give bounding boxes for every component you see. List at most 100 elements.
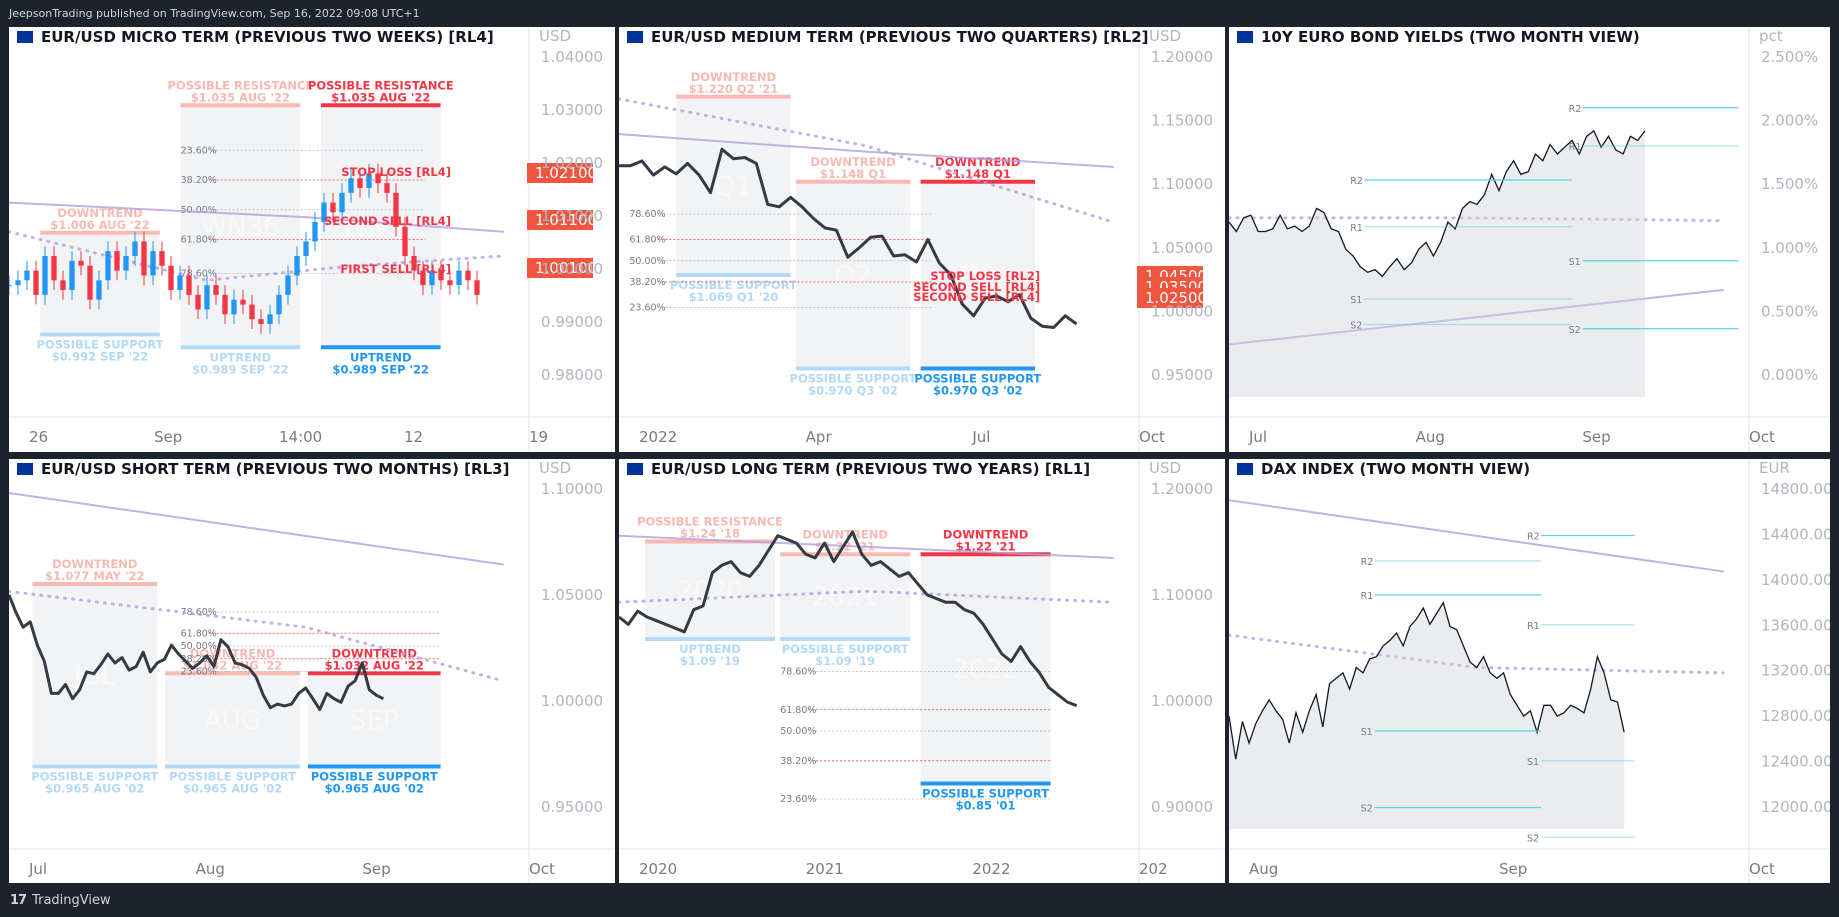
fib-level-label: 78.60% (629, 209, 665, 220)
price-tag-value: 1.02100 (535, 164, 597, 182)
pivot-label: S1 (1361, 727, 1373, 738)
zone-bottom-label: POSSIBLE SUPPORT (169, 770, 296, 784)
support-line (321, 345, 441, 350)
fib-level-label: 23.60% (181, 667, 217, 678)
candle-body (366, 173, 372, 188)
y-axis-tick: 0.90000 (1151, 798, 1213, 816)
eu-flag-icon (17, 31, 33, 43)
y-axis-tick: 14800.00 (1761, 480, 1830, 498)
resistance-line (795, 179, 911, 184)
zone-watermark: Q2 (834, 261, 871, 291)
zone-top-value: $1.006 AUG '22 (50, 218, 149, 232)
x-axis-tick: Aug (1416, 428, 1445, 446)
y-axis-tick: 0.95000 (541, 798, 603, 816)
zone-bottom-label: POSSIBLE SUPPORT (914, 372, 1041, 386)
pivot-label: S2 (1350, 321, 1362, 332)
fib-level-label: 38.20% (181, 654, 217, 665)
x-axis-tick: Sep (154, 428, 182, 446)
zone-bottom-value: $1.09 '19 (680, 654, 740, 668)
candle-body (132, 241, 138, 256)
zone-bottom-value: $0.85 '01 (956, 799, 1016, 813)
candle-body (330, 202, 336, 213)
candle-body (438, 270, 444, 281)
zone-bottom-value: $0.970 Q3 '02 (933, 384, 1023, 398)
y-axis-tick: 1.10000 (1151, 175, 1213, 193)
candle-body (60, 280, 66, 290)
zone-bottom-value: $0.970 Q3 '02 (808, 384, 898, 398)
tradingview-logo-icon[interactable]: 17 (10, 892, 27, 908)
price-line (1229, 601, 1625, 760)
zone-bottom-label: UPTREND (210, 350, 272, 364)
zone-top-label: DOWNTREND (190, 646, 275, 660)
area-fill (1229, 602, 1625, 829)
resistance-line (920, 552, 1051, 557)
zone-bottom-label: POSSIBLE SUPPORT (311, 770, 438, 784)
price-line (1229, 129, 1646, 278)
candle-body (429, 270, 435, 286)
zone-bottom-value: $0.965 AUG '02 (183, 782, 282, 796)
y-axis-unit: EUR (1759, 459, 1790, 477)
y-axis-tick: 0.95000 (1151, 366, 1213, 384)
candle-body (141, 241, 147, 276)
price-tag-box (527, 258, 593, 278)
chart-panel-bond[interactable]: R2 R1 R2 R1 S1 S1 S2 S2 2.500% 2.000% 1.500% 1.000%… (1229, 27, 1830, 452)
y-axis-tick: 1.03000 (541, 101, 603, 119)
zone-bottom-label: UPTREND (679, 642, 741, 656)
candle-body (186, 275, 192, 295)
y-axis-tick: 0.000% (1761, 366, 1818, 384)
chart-panel-dax[interactable]: R2 R2 R1 R1 S1 S1 S2 S2 14800.00 14400.00 14000.00… (1229, 459, 1830, 883)
y-axis-tick: 1.00000 (1151, 302, 1213, 320)
order-marker-label: STOP LOSS [RL2] (930, 269, 1040, 283)
zone-bottom-value: $1.09 '19 (815, 654, 875, 668)
pivot-label: S1 (1527, 757, 1539, 768)
zone-bottom-value: $1.069 Q1 '20 (689, 290, 779, 304)
footer-brand[interactable]: TradingView (32, 892, 111, 908)
price-line (9, 594, 385, 711)
pivot-label: S2 (1361, 804, 1373, 815)
y-axis-tick: 1.10000 (1151, 586, 1213, 604)
chart-panel-short[interactable]: JUL DOWNTREND $1.077 MAY '22 POSSIBLE SUPPO… (9, 459, 615, 883)
candle-body (249, 304, 255, 320)
candle-body (465, 270, 471, 281)
moving-average-fast (1229, 216, 1725, 223)
zone-bottom-label: POSSIBLE SUPPORT (922, 787, 1049, 801)
moving-average-slow (1229, 289, 1724, 346)
support-line (180, 345, 301, 350)
chart-panel-medium[interactable]: Q1 DOWNTREND $1.220 Q2 '21 POSSIBLE SUPPORT… (619, 27, 1225, 452)
fib-level-label: 38.20% (780, 756, 816, 767)
fib-level-label: 61.80% (629, 235, 665, 246)
zone-top-label: DOWNTREND (935, 155, 1020, 169)
support-line (920, 781, 1051, 786)
panel-title: DAX INDEX (TWO MONTH VIEW) (1261, 460, 1530, 478)
chart-panel-micro[interactable]: DOWNTREND $1.006 AUG '22 POSSIBLE SUPPORT $… (9, 27, 615, 452)
candle-body (294, 256, 300, 276)
candle-body (123, 256, 129, 271)
x-axis-tick: Oct (1139, 428, 1165, 446)
y-axis-unit: pct (1759, 27, 1783, 45)
candle-body (105, 251, 111, 281)
x-axis-tick: 26 (29, 428, 48, 446)
order-marker-label: SECOND SELL [RL4] (913, 280, 1040, 294)
y-axis-tick: 12400.00 (1761, 753, 1830, 771)
resistance-line (321, 103, 441, 108)
candle-body (348, 178, 354, 193)
resistance-line (40, 230, 160, 235)
fib-level-label: 38.20% (181, 175, 217, 186)
zone-box (308, 675, 441, 765)
area-fill (1229, 130, 1645, 397)
y-axis-tick: 12000.00 (1761, 798, 1830, 816)
x-axis-tick: Sep (1499, 860, 1527, 878)
zone-top-label: DOWNTREND (691, 70, 776, 84)
price-line (619, 530, 1078, 708)
chart-panel-long[interactable]: 2020 POSSIBLE RESISTANCE $1.24 '18 UPTREND $… (619, 459, 1225, 883)
moving-average-slow (1229, 499, 1724, 573)
x-axis-tick: Jul (28, 860, 47, 878)
candle-body (222, 294, 228, 315)
moving-average-slow (9, 491, 504, 566)
x-axis-tick: 12 (404, 428, 423, 446)
x-axis-tick: Oct (1749, 428, 1775, 446)
y-axis-tick: 12800.00 (1761, 707, 1830, 725)
y-axis-tick: 0.99000 (541, 313, 603, 331)
candle-body (69, 260, 75, 290)
